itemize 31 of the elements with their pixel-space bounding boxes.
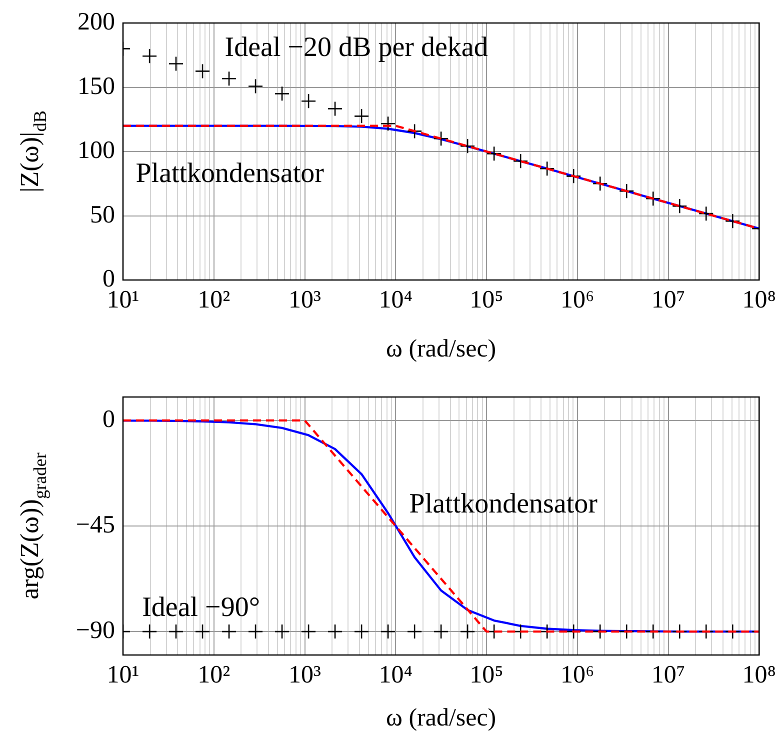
x-tick-label: 10² [198,286,230,314]
x-axis-title: ω (rad/sec) [386,704,496,732]
x-tick-label: 10⁶ [560,662,594,689]
x-tick-label: 10² [198,662,230,689]
annotation: Ideal −20 dB per dekad [224,32,488,64]
annotation: Plattkondensator [136,158,325,189]
y-tick-label: 150 [78,72,115,100]
x-tick-label: 10⁵ [470,286,504,314]
x-tick-label: 10¹ [106,286,140,314]
y-tick-label: −90 [76,617,115,644]
x-axis-title: ω (rad/sec) [386,336,496,363]
y-tick-label: −45 [76,512,115,539]
x-tick-label: 10⁴ [378,662,413,689]
x-tick-label: 10¹ [106,662,140,689]
annotation: Ideal −90° [142,592,260,623]
x-tick-label: 10⁸ [742,662,776,689]
y-axis-title: arg(Z(ω))grader [15,452,50,600]
x-tick-label: 10⁸ [742,286,776,314]
x-tick-label: 10³ [288,286,322,314]
y-tick-label: 200 [78,8,115,36]
y-axis-title: |Z(ω)|dB [15,110,50,192]
x-tick-label: 10³ [288,662,322,689]
annotation: Plattkondensator [409,488,598,520]
y-tick-label: 0 [102,406,115,434]
x-tick-label: 10⁴ [378,286,413,314]
x-tick-label: 10⁷ [651,286,686,314]
y-tick-label: 100 [78,137,115,164]
x-tick-label: 10⁶ [560,286,594,314]
y-tick-label: 50 [90,201,115,228]
x-tick-label: 10⁵ [470,662,504,689]
x-tick-label: 10⁷ [651,662,686,689]
